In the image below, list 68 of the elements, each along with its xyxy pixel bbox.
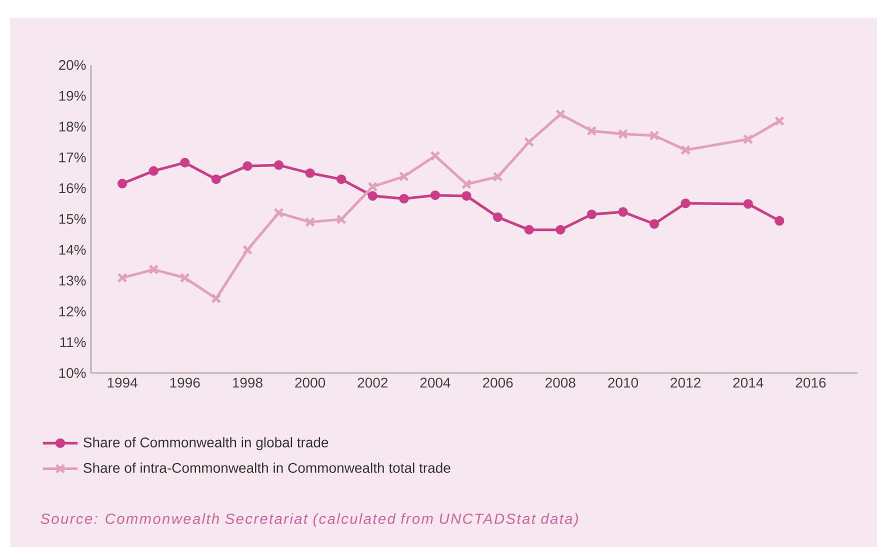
point (555, 109, 566, 120)
x-tick-label: 1996 (170, 378, 200, 388)
x-tick-label: 1998 (232, 378, 262, 388)
y-tick-label: 18% (59, 122, 86, 132)
point (368, 191, 378, 201)
point (274, 208, 284, 218)
point (774, 116, 785, 126)
point (304, 216, 316, 228)
x-tick-label: 1994 (108, 378, 138, 388)
y-tick-label: 17% (59, 152, 86, 162)
point (148, 264, 159, 275)
point (492, 172, 503, 182)
point (556, 224, 566, 235)
y-tick-label: 10% (59, 368, 86, 378)
point (524, 224, 534, 235)
point (148, 166, 158, 176)
point (336, 174, 346, 184)
y-tick-label: 20% (58, 60, 86, 70)
point (586, 126, 597, 136)
point (586, 210, 596, 220)
point (493, 212, 503, 222)
x-tick-label: 2012 (670, 378, 700, 388)
point (211, 293, 222, 304)
point (462, 191, 472, 201)
point (305, 168, 315, 178)
x-tick-label: 2006 (482, 378, 513, 388)
y-tick-label: 13% (59, 276, 86, 286)
point (274, 160, 284, 170)
point (524, 136, 534, 148)
point (743, 134, 754, 144)
point (242, 244, 253, 255)
point (368, 182, 378, 192)
point (774, 216, 784, 226)
y-tick-label: 12% (59, 306, 86, 316)
point (117, 272, 128, 283)
point (649, 130, 660, 141)
x-tick-label: 2014 (733, 378, 764, 388)
point (680, 144, 691, 156)
point (242, 161, 252, 171)
x-tick-label: 2010 (608, 378, 638, 388)
point (399, 194, 409, 204)
point (398, 171, 410, 182)
point (430, 150, 440, 161)
y-tick-label: 14% (59, 244, 86, 255)
x-tick-label: 2000 (295, 378, 326, 388)
point (680, 198, 690, 208)
legend-label: Share of Commonwealth in global trade (84, 437, 328, 450)
point (618, 207, 628, 217)
y-tick-label: 16% (59, 183, 86, 194)
point (430, 190, 440, 200)
point (180, 272, 190, 283)
x-tick-label: 2002 (358, 378, 388, 388)
point (461, 179, 472, 190)
x-tick-label: 2008 (546, 378, 576, 388)
point (743, 199, 753, 209)
point (618, 128, 628, 140)
y-tick-label: 15% (59, 214, 86, 224)
legend-label: Share of intra-Commonwealth in Commonwealth total trade (84, 462, 450, 473)
y-tick-label: 11% (60, 337, 86, 348)
source-note: Source: Commonwealth Secretariat (calculated from UNCTADStat data) (40, 513, 578, 527)
y-tick-label: 19% (59, 90, 86, 101)
x-tick-label: 2004 (420, 378, 450, 388)
point (211, 174, 221, 184)
x-tick-label: 2016 (796, 378, 826, 388)
point (180, 158, 190, 168)
point (118, 178, 128, 188)
point (336, 214, 346, 224)
point (649, 219, 660, 229)
